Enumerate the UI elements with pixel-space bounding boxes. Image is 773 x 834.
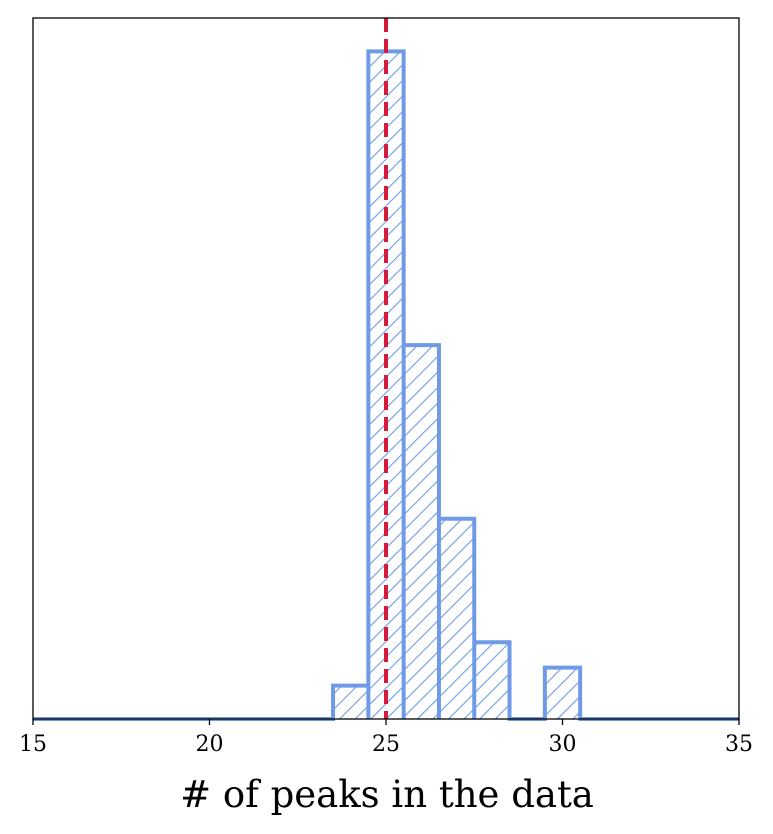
histogram-bar-28 [474, 642, 510, 719]
x-axis-ticks: 15 20 25 30 35 [19, 719, 753, 757]
plot-area [32, 17, 740, 721]
x-tick-label-25: 25 [372, 732, 400, 757]
x-tick-label-30: 30 [549, 732, 577, 757]
x-tick-label-15: 15 [19, 732, 47, 757]
histogram-bar-30 [544, 667, 581, 719]
x-axis-title: # of peaks in the data [180, 773, 594, 816]
histogram-bar-24 [333, 685, 369, 719]
histogram-bar-27 [438, 518, 475, 719]
histogram-bar-26 [403, 345, 439, 719]
x-tick-label-35: 35 [725, 732, 753, 757]
x-tick-label-20: 20 [196, 732, 224, 757]
histogram-outline [33, 49, 739, 721]
